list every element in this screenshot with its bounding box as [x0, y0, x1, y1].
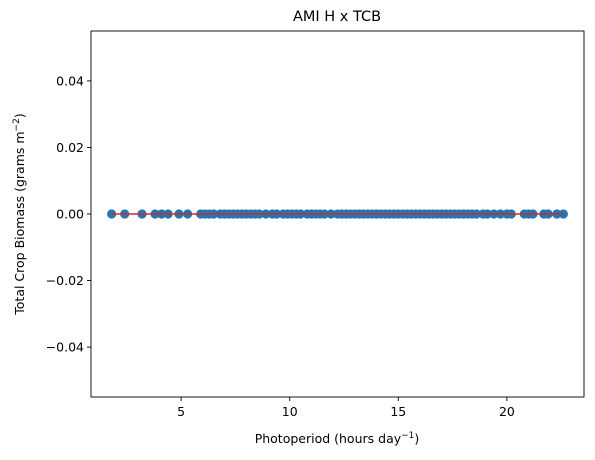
x-axis: 5 10 15 20 — [177, 397, 515, 419]
y-axis: −0.04 −0.02 0.00 0.02 0.04 — [46, 73, 91, 355]
chart-title: AMI H x TCB — [293, 9, 381, 25]
y-tick-label: 0.00 — [56, 207, 84, 222]
x-tick-label: 15 — [390, 404, 406, 419]
y-tick-label: −0.04 — [46, 340, 84, 355]
x-tick-label: 20 — [499, 404, 515, 419]
y-axis-title: Total Crop Biomass (grams m−2) — [12, 113, 27, 315]
y-tick-label: 0.04 — [56, 73, 84, 88]
y-tick-label: −0.02 — [46, 273, 84, 288]
x-axis-title: Photoperiod (hours day−1) — [255, 431, 420, 446]
x-tick-label: 10 — [282, 404, 298, 419]
data-point — [558, 209, 568, 219]
x-tick-label: 5 — [177, 404, 185, 419]
y-tick-label: 0.02 — [56, 140, 84, 155]
